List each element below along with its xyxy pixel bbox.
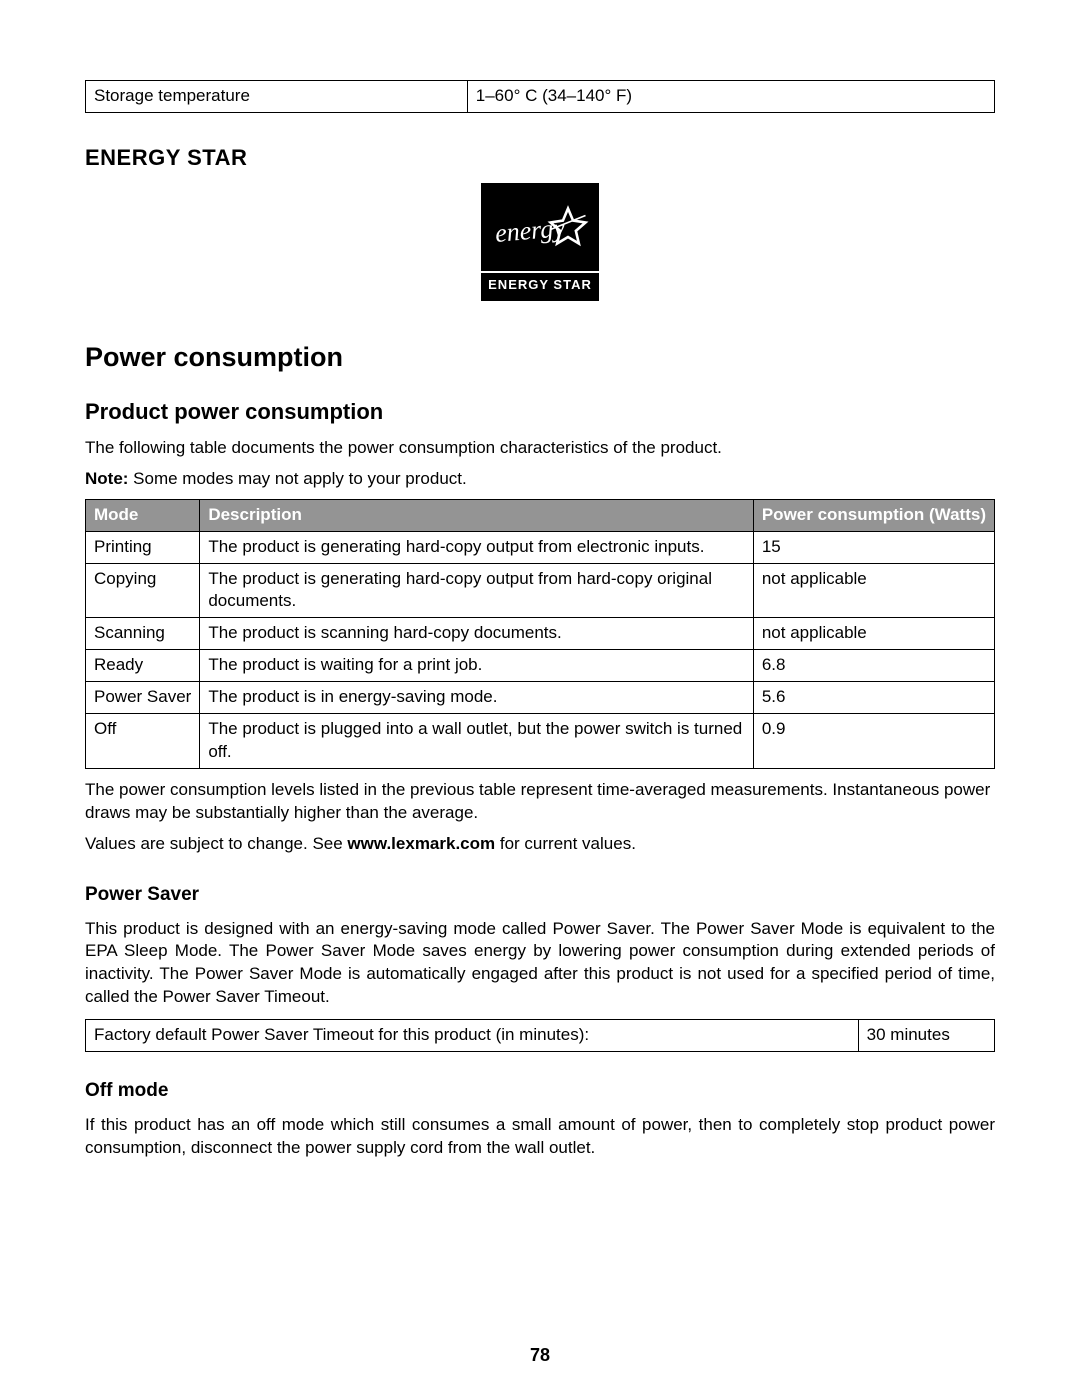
heading-energy-star: ENERGY STAR	[85, 143, 995, 173]
page-number: 78	[0, 1343, 1080, 1367]
cell-watts: not applicable	[753, 618, 994, 650]
storage-label: Storage temperature	[86, 81, 468, 113]
timeout-table: Factory default Power Saver Timeout for …	[85, 1019, 995, 1052]
note-rest: Some modes may not apply to your product…	[128, 469, 466, 488]
cell-desc: The product is generating hard-copy outp…	[200, 563, 754, 618]
heading-off-mode: Off mode	[85, 1078, 995, 1104]
th-desc: Description	[200, 499, 754, 531]
cell-mode: Power Saver	[86, 682, 200, 714]
cell-mode: Printing	[86, 531, 200, 563]
cell-mode: Ready	[86, 650, 200, 682]
heading-power-saver: Power Saver	[85, 882, 995, 908]
cell-desc: The product is plugged into a wall outle…	[200, 714, 754, 769]
th-mode: Mode	[86, 499, 200, 531]
table-row: Factory default Power Saver Timeout for …	[86, 1020, 995, 1052]
storage-value: 1–60° C (34–140° F)	[467, 81, 994, 113]
table-row: PrintingThe product is generating hard-c…	[86, 531, 995, 563]
star-icon	[547, 205, 589, 247]
table-row: ScanningThe product is scanning hard-cop…	[86, 618, 995, 650]
intro-para: The following table documents the power …	[85, 437, 995, 460]
values-link: www.lexmark.com	[347, 834, 495, 853]
note-bold: Note:	[85, 469, 128, 488]
note-para: Note: Some modes may not apply to your p…	[85, 468, 995, 491]
energy-star-logo-wrap: energy ENERGY STAR	[85, 183, 995, 301]
energy-star-logo: energy ENERGY STAR	[481, 183, 599, 301]
table-row: Storage temperature 1–60° C (34–140° F)	[86, 81, 995, 113]
th-watts: Power consumption (Watts)	[753, 499, 994, 531]
off-mode-para: If this product has an off mode which st…	[85, 1114, 995, 1160]
timeout-label: Factory default Power Saver Timeout for …	[86, 1020, 859, 1052]
cell-desc: The product is waiting for a print job.	[200, 650, 754, 682]
timeout-value: 30 minutes	[858, 1020, 994, 1052]
cell-desc: The product is in energy-saving mode.	[200, 682, 754, 714]
logo-bar: ENERGY STAR	[481, 271, 599, 297]
cell-watts: 6.8	[753, 650, 994, 682]
cell-watts: 5.6	[753, 682, 994, 714]
table-row: ReadyThe product is waiting for a print …	[86, 650, 995, 682]
table-header-row: Mode Description Power consumption (Watt…	[86, 499, 995, 531]
values-para: Values are subject to change. See www.le…	[85, 833, 995, 856]
power-saver-para: This product is designed with an energy-…	[85, 918, 995, 1010]
heading-product-power: Product power consumption	[85, 397, 995, 427]
after-table-para: The power consumption levels listed in t…	[85, 779, 995, 825]
table-row: OffThe product is plugged into a wall ou…	[86, 714, 995, 769]
table-row: Power SaverThe product is in energy-savi…	[86, 682, 995, 714]
cell-watts: 0.9	[753, 714, 994, 769]
power-consumption-table: Mode Description Power consumption (Watt…	[85, 499, 995, 769]
cell-mode: Off	[86, 714, 200, 769]
cell-desc: The product is generating hard-copy outp…	[200, 531, 754, 563]
storage-temp-table: Storage temperature 1–60° C (34–140° F)	[85, 80, 995, 113]
cell-mode: Scanning	[86, 618, 200, 650]
heading-power-consumption: Power consumption	[85, 339, 995, 375]
cell-mode: Copying	[86, 563, 200, 618]
cell-watts: 15	[753, 531, 994, 563]
cell-desc: The product is scanning hard-copy docume…	[200, 618, 754, 650]
values-post: for current values.	[495, 834, 636, 853]
cell-watts: not applicable	[753, 563, 994, 618]
values-pre: Values are subject to change. See	[85, 834, 347, 853]
table-row: CopyingThe product is generating hard-co…	[86, 563, 995, 618]
